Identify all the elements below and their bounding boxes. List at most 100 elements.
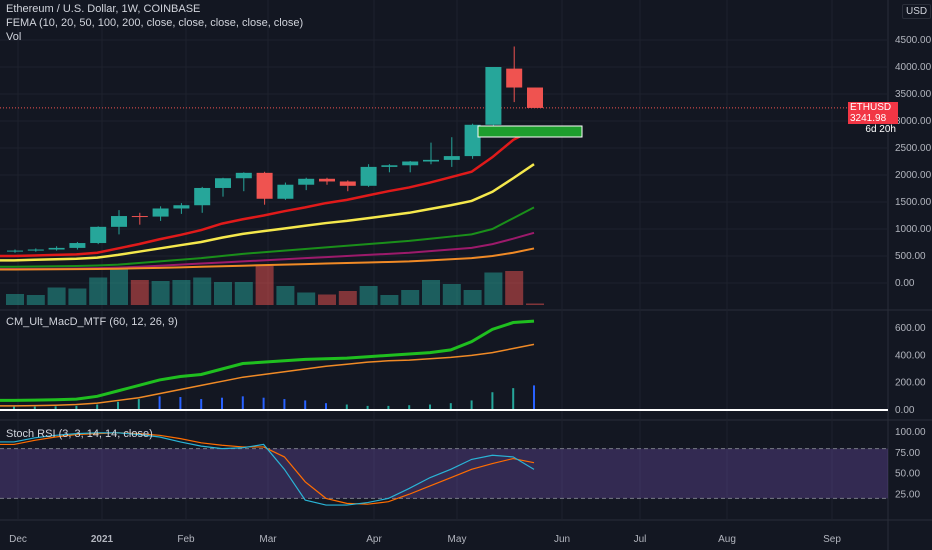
macd-histogram-bar xyxy=(512,388,515,410)
macd-axis-label: 0.00 xyxy=(895,405,915,416)
time-axis-label: May xyxy=(448,534,467,545)
time-axis-label: Feb xyxy=(177,534,195,545)
ema-line-ema50 xyxy=(0,206,535,268)
time-axis-label: Aug xyxy=(718,534,736,545)
macd-histogram-bar xyxy=(179,397,182,410)
volume-bar xyxy=(130,280,149,305)
candle xyxy=(131,216,148,218)
volume-bar xyxy=(401,290,420,305)
stoch-axis-label: 50.00 xyxy=(895,469,920,480)
macd-histogram-bar xyxy=(283,399,286,410)
target-box[interactable] xyxy=(477,125,583,138)
candle xyxy=(173,205,190,209)
fema-legend[interactable]: FEMA (10, 20, 50, 100, 200, close, close… xyxy=(6,17,304,29)
macd-histogram-bar xyxy=(75,405,78,410)
volume-bar xyxy=(526,303,544,305)
ema-line-ema20 xyxy=(0,163,535,262)
stoch-axis-label: 100.00 xyxy=(895,427,926,438)
candle xyxy=(256,172,273,199)
candle xyxy=(360,166,377,186)
candle xyxy=(27,249,44,251)
price-axis-label: 4500.00 xyxy=(895,35,932,46)
macd-histogram-bar xyxy=(117,401,119,410)
candles xyxy=(7,46,583,253)
time-axis-label: Jun xyxy=(554,534,570,545)
time-axis-label: Jul xyxy=(634,534,647,545)
volume-bar xyxy=(110,269,128,305)
candle xyxy=(298,178,315,185)
stoch-legend[interactable]: Stoch RSI (3, 3, 14, 14, close) xyxy=(6,428,153,440)
candle xyxy=(339,181,356,186)
macd-histogram-bar xyxy=(325,403,327,410)
candle xyxy=(90,226,107,244)
price-axis-label: 3000.00 xyxy=(895,116,932,127)
candle xyxy=(527,87,543,108)
macd-histogram-bar xyxy=(470,400,473,410)
ema-line-ema200 xyxy=(0,247,535,271)
volume-bar xyxy=(26,295,45,305)
time-axis-label: 2021 xyxy=(91,534,114,545)
last-price-tag: ETHUSD 3241.98 6d 20h xyxy=(848,102,898,135)
stoch-d-line xyxy=(0,432,535,505)
volume-bar xyxy=(297,292,316,305)
candle xyxy=(152,208,169,217)
price-tag-symbol: ETHUSD xyxy=(850,102,892,113)
candle xyxy=(7,250,23,252)
axes: 4500.00 4000.00 3500.00 3000.00 2500.00 2000.… xyxy=(9,35,931,545)
macd-histogram-bar xyxy=(241,396,244,410)
price-axis-label: 500.00 xyxy=(895,251,926,262)
volume-bar xyxy=(484,272,503,305)
time-axis-label: Dec xyxy=(9,534,27,545)
volume-bar xyxy=(318,294,336,305)
stoch-pane xyxy=(0,432,888,506)
volume-bar xyxy=(6,294,24,305)
candle xyxy=(319,178,335,182)
macd-legend[interactable]: CM_Ult_MacD_MTF (60, 12, 26, 9) xyxy=(6,316,178,328)
macd-histogram-bar xyxy=(408,405,411,410)
candle xyxy=(69,243,86,248)
macd-histogram-bar xyxy=(13,406,15,410)
volume-legend[interactable]: Vol xyxy=(6,31,22,43)
candle xyxy=(194,187,211,206)
volume-bar xyxy=(47,287,66,305)
candle xyxy=(215,178,231,188)
macd-histogram-bar xyxy=(221,397,223,410)
volume-bar xyxy=(463,290,482,305)
macd-axis-label: 600.00 xyxy=(895,323,926,334)
macd-histogram-bar xyxy=(96,404,99,410)
ema-line-ema10 xyxy=(0,127,535,258)
macd-histogram-bar xyxy=(491,392,494,410)
symbol-title[interactable]: Ethereum / U.S. Dollar, 1W, COINBASE xyxy=(6,3,201,15)
volume-bar xyxy=(359,286,378,305)
volume-bar xyxy=(68,288,87,305)
macd-histogram-bar xyxy=(33,406,36,410)
volume-bar xyxy=(505,271,524,305)
currency-selector[interactable]: USD xyxy=(902,4,932,19)
candle xyxy=(485,67,502,125)
volume-bar xyxy=(255,266,274,305)
time-axis-label: Apr xyxy=(366,534,382,545)
macd-pane xyxy=(0,319,888,411)
ema-lines xyxy=(0,127,535,271)
volume-bar xyxy=(172,280,191,305)
macd-histogram-bar xyxy=(137,399,140,410)
candle xyxy=(277,184,294,199)
volume-bar xyxy=(193,277,212,305)
candle xyxy=(48,247,65,250)
stoch-band xyxy=(0,448,888,499)
macd-histogram-bar xyxy=(200,399,203,410)
volume-bar xyxy=(214,282,232,305)
macd-histogram-bar xyxy=(345,404,348,410)
price-axis-label: 2500.00 xyxy=(895,143,932,154)
candle xyxy=(423,159,439,162)
macd-histogram-bar xyxy=(449,403,452,410)
candle xyxy=(464,124,481,157)
time-axis-label: Mar xyxy=(259,534,277,545)
price-tag-countdown: 6d 20h xyxy=(865,124,896,135)
candle xyxy=(506,68,523,88)
stoch-k-line xyxy=(0,432,535,506)
price-axis-label: 1500.00 xyxy=(895,197,932,208)
price-axis-label: 0.00 xyxy=(895,278,915,289)
